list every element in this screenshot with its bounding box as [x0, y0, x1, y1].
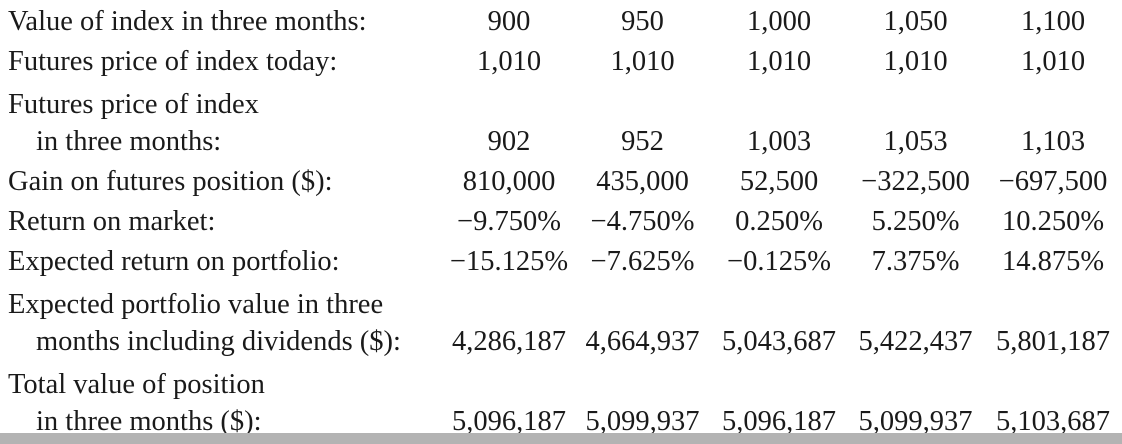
- row-label-line: in three months ($):: [36, 406, 262, 437]
- table-cell: 14.875%: [1001, 246, 1105, 277]
- table-cell: 435,000: [596, 166, 689, 197]
- table-cell: 1,100: [1020, 6, 1086, 37]
- row-label-line: Return on market:: [8, 206, 216, 237]
- table-cell: 900: [487, 6, 531, 37]
- table-cell: −322,500: [861, 166, 970, 197]
- table-cell: 5,043,687: [722, 326, 836, 357]
- table-cell: −15.125%: [449, 246, 569, 277]
- row-label: Value of index in three months:: [0, 0, 444, 40]
- row-label-line: Gain on futures position ($):: [8, 166, 333, 197]
- table-cell: 10.250%: [1001, 206, 1105, 237]
- row-label-line: Value of index in three months:: [8, 6, 367, 37]
- table-cell: 5,801,187: [996, 326, 1110, 357]
- table-cell: 1,010: [1020, 46, 1086, 77]
- row-label: Expected return on portfolio:: [0, 240, 444, 280]
- table-cell: 7.375%: [871, 246, 960, 277]
- table-cell: 952: [621, 126, 664, 157]
- table-cell: 5,099,937: [858, 406, 973, 437]
- table-row: Expected return on portfolio: −15.125% −7.…: [0, 240, 1122, 280]
- table-cell: −0.125%: [727, 246, 831, 277]
- table-cell: 5.250%: [871, 206, 960, 237]
- table-cell: 1,003: [746, 126, 812, 157]
- row-label: Return on market:: [0, 200, 444, 240]
- table-cell: −9.750%: [457, 206, 561, 237]
- row-label: Futures price of index today:: [0, 40, 444, 80]
- bottom-rule: [0, 433, 1122, 444]
- row-label-line: Expected return on portfolio:: [8, 246, 340, 277]
- table-cell: 902: [487, 126, 531, 157]
- row-label-line: in three months:: [36, 126, 222, 157]
- table-row: Expected portfolio value in three months …: [0, 280, 1122, 360]
- row-label: Expected portfolio value in three months …: [0, 280, 444, 360]
- table-cell: 1,050: [883, 6, 948, 37]
- table-cell: −7.625%: [590, 246, 695, 277]
- table-cell: 5,096,187: [452, 406, 566, 437]
- row-label-line: months including dividends ($):: [36, 326, 401, 357]
- row-label-line: Total value of position: [8, 369, 265, 400]
- table-cell: 5,096,187: [722, 406, 836, 437]
- table-cell: 5,422,437: [858, 326, 973, 357]
- table-cell: 810,000: [462, 166, 556, 197]
- table-cell: 1,103: [1020, 126, 1086, 157]
- table-cell: 5,103,687: [996, 406, 1110, 437]
- table-cell: 4,286,187: [452, 326, 566, 357]
- table-cell: 4,664,937: [585, 326, 700, 357]
- table-cell: 52,500: [739, 166, 819, 197]
- table-cell: 1,010: [883, 46, 948, 77]
- table-row: Total value of position in three months (…: [0, 360, 1122, 440]
- table-cell: 1,010: [746, 46, 812, 77]
- table-row: Futures price of index in three months: 90…: [0, 80, 1122, 160]
- table-cell: 1,053: [883, 126, 948, 157]
- table-row: Return on market: −9.750% −4.750% 0.250% 5.2…: [0, 200, 1122, 240]
- table-row: Value of index in three months: 900 950 1,0…: [0, 0, 1122, 40]
- row-label: Gain on futures position ($):: [0, 160, 444, 200]
- table-row: Futures price of index today: 1,010 1,010 1…: [0, 40, 1122, 80]
- table-cell: 1,010: [610, 46, 675, 77]
- row-label-line: Futures price of index: [8, 89, 259, 120]
- table-cell: −4.750%: [590, 206, 695, 237]
- table-cell: 950: [621, 6, 664, 37]
- row-label-line: Expected portfolio value in three: [8, 289, 384, 320]
- row-label-line: Futures price of index today:: [8, 46, 338, 77]
- row-label: Futures price of index in three months:: [0, 80, 444, 160]
- table-cell: 1,010: [476, 46, 542, 77]
- row-label: Total value of position in three months (…: [0, 360, 444, 440]
- table-cell: −697,500: [998, 166, 1108, 197]
- table-cell: 0.250%: [735, 206, 823, 237]
- table-cell: 5,099,937: [585, 406, 700, 437]
- table-row: Gain on futures position ($): 810,000 435,…: [0, 160, 1122, 200]
- table-cell: 1,000: [746, 6, 812, 37]
